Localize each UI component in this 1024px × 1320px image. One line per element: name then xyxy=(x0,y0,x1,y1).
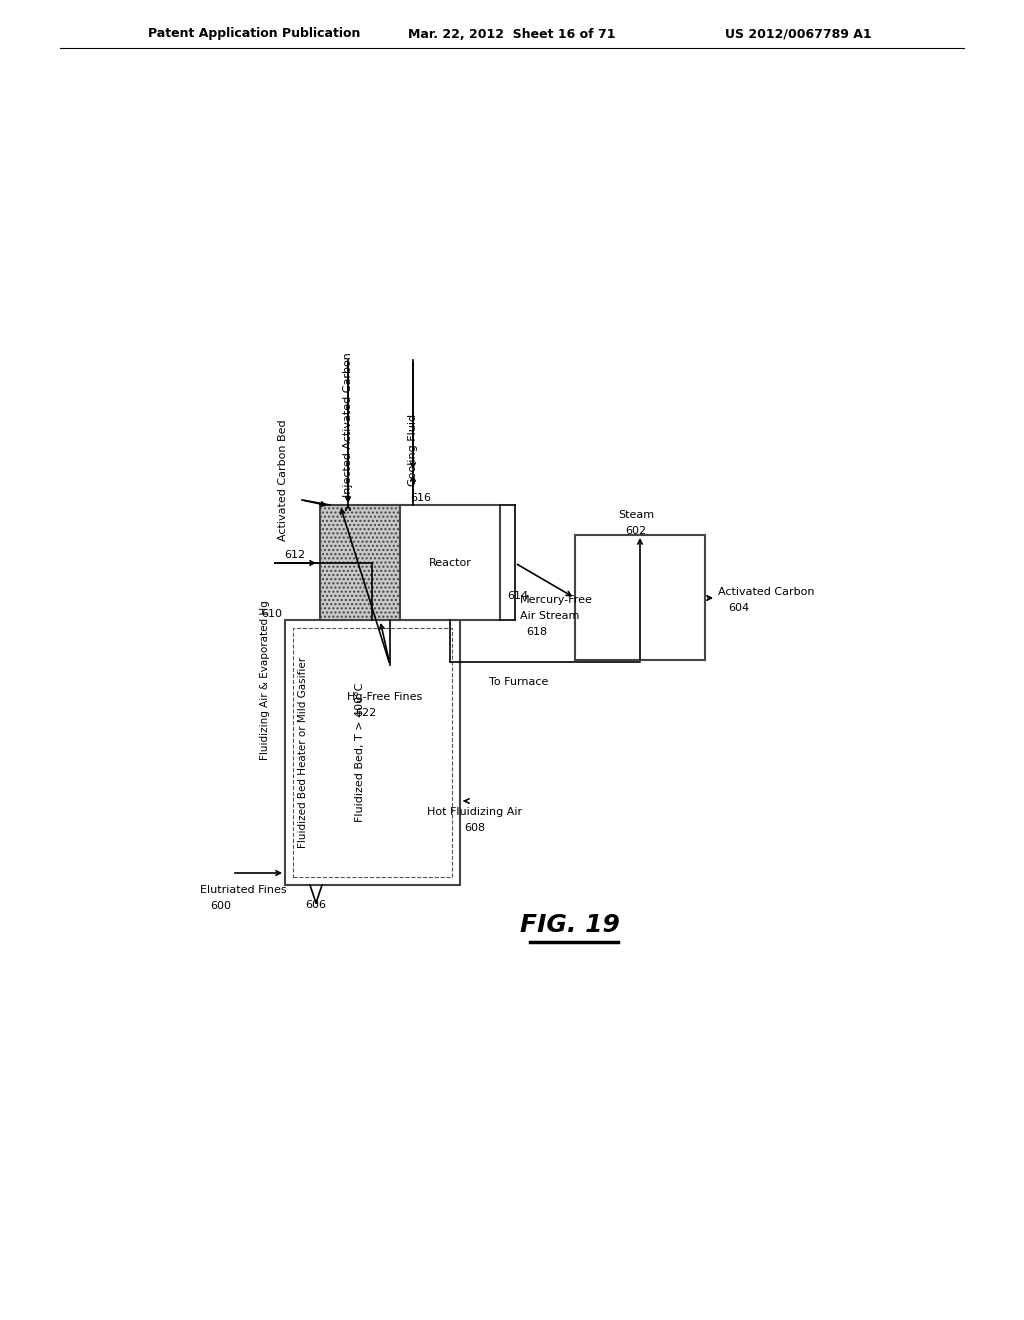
Text: Elutriated Fines: Elutriated Fines xyxy=(200,884,287,895)
Bar xyxy=(319,506,400,620)
Text: Mercury-Free: Mercury-Free xyxy=(520,595,593,605)
Text: Patent Application Publication: Patent Application Publication xyxy=(148,28,360,41)
Text: Fluidized Bed, T > 400°C: Fluidized Bed, T > 400°C xyxy=(355,682,365,821)
Text: 610: 610 xyxy=(261,609,282,619)
Text: Cooling Fluid: Cooling Fluid xyxy=(408,414,418,486)
Text: 606: 606 xyxy=(305,900,327,909)
Text: To Furnace: To Furnace xyxy=(489,677,549,686)
Text: Steam: Steam xyxy=(617,510,654,520)
Text: 616: 616 xyxy=(411,492,431,503)
Bar xyxy=(285,620,460,884)
Text: 614: 614 xyxy=(507,591,528,601)
Text: 602: 602 xyxy=(626,525,646,536)
Text: 622: 622 xyxy=(355,708,376,718)
Text: 600: 600 xyxy=(210,902,231,911)
Text: 612: 612 xyxy=(285,550,305,560)
Text: Hot Fluidizing Air: Hot Fluidizing Air xyxy=(427,807,522,817)
Text: Hg-Free Fines: Hg-Free Fines xyxy=(347,692,422,702)
Text: Reactor: Reactor xyxy=(429,558,471,568)
Bar xyxy=(400,506,500,620)
Text: 608: 608 xyxy=(465,822,485,833)
Text: 604: 604 xyxy=(728,603,750,612)
Text: US 2012/0067789 A1: US 2012/0067789 A1 xyxy=(725,28,872,41)
Text: Mar. 22, 2012  Sheet 16 of 71: Mar. 22, 2012 Sheet 16 of 71 xyxy=(409,28,615,41)
Bar xyxy=(293,628,452,876)
Text: FIG. 19: FIG. 19 xyxy=(520,913,620,937)
Text: Fluidized Bed Heater or Mild Gasifier: Fluidized Bed Heater or Mild Gasifier xyxy=(298,656,308,847)
Text: 618: 618 xyxy=(526,627,547,638)
Text: Activated Carbon: Activated Carbon xyxy=(718,587,814,597)
Text: Fluidizing Air & Evaporated Hg: Fluidizing Air & Evaporated Hg xyxy=(260,601,270,760)
Text: Injected Activated Carbon: Injected Activated Carbon xyxy=(343,352,353,498)
Text: Air Stream: Air Stream xyxy=(520,611,580,620)
Bar xyxy=(575,535,705,660)
Text: Activated Carbon Bed: Activated Carbon Bed xyxy=(278,420,288,541)
